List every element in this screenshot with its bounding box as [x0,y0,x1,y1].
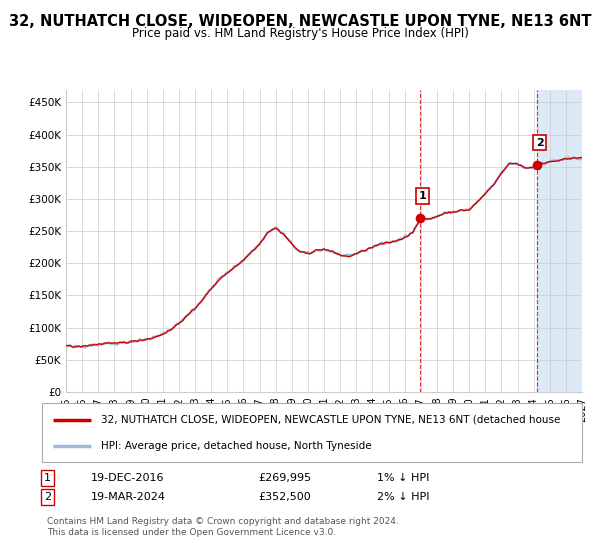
Text: 2: 2 [536,138,544,148]
Text: Contains HM Land Registry data © Crown copyright and database right 2024.
This d: Contains HM Land Registry data © Crown c… [47,517,399,537]
FancyBboxPatch shape [42,403,582,462]
Text: 32, NUTHATCH CLOSE, WIDEOPEN, NEWCASTLE UPON TYNE, NE13 6NT: 32, NUTHATCH CLOSE, WIDEOPEN, NEWCASTLE … [9,14,591,29]
Text: Price paid vs. HM Land Registry's House Price Index (HPI): Price paid vs. HM Land Registry's House … [131,27,469,40]
Text: 19-MAR-2024: 19-MAR-2024 [91,492,166,502]
Text: 2: 2 [44,492,51,502]
Text: 1: 1 [419,191,427,201]
Text: £269,995: £269,995 [258,473,311,483]
Text: HPI: Average price, detached house, North Tyneside: HPI: Average price, detached house, Nort… [101,441,372,451]
Text: 1: 1 [44,473,51,483]
Text: 1% ↓ HPI: 1% ↓ HPI [377,473,429,483]
Bar [537,90,582,392]
Text: 19-DEC-2016: 19-DEC-2016 [91,473,164,483]
Text: 32, NUTHATCH CLOSE, WIDEOPEN, NEWCASTLE UPON TYNE, NE13 6NT (detached house: 32, NUTHATCH CLOSE, WIDEOPEN, NEWCASTLE … [101,414,561,424]
Text: £352,500: £352,500 [258,492,311,502]
Text: 2% ↓ HPI: 2% ↓ HPI [377,492,430,502]
